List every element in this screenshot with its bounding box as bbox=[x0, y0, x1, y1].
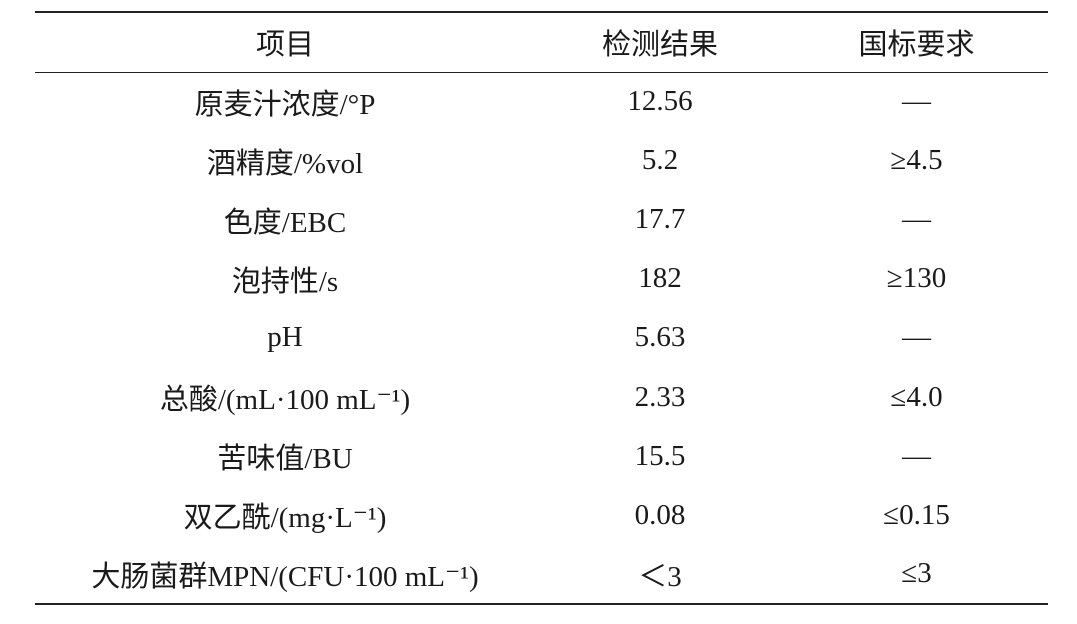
table-cell: — bbox=[902, 85, 931, 118]
table-cell: ＜3 bbox=[638, 560, 682, 593]
table-row: 酒精度/%vol 5.2 ≥4.5 bbox=[35, 131, 1048, 190]
table-cell: 大肠菌群MPN/(CFU·100 mL⁻¹) bbox=[91, 560, 479, 593]
table-cell: pH bbox=[267, 321, 303, 354]
table-cell: 0.08 bbox=[634, 498, 686, 531]
table-header: 项目 检测结果 国标要求 bbox=[35, 12, 1048, 72]
table-cell: 12.56 bbox=[627, 85, 693, 118]
table-cell: ≤3 bbox=[901, 557, 932, 590]
table-cell: 泡持性/s bbox=[231, 265, 339, 298]
table-row: 总酸/(mL·100 mL⁻¹) 2.33 ≤4.0 bbox=[35, 367, 1048, 426]
data-table: 项目 检测结果 国标要求 原麦汁浓度/°P 12.56 — 酒精度/%vol 5.2 ≥4.5… bbox=[35, 11, 1048, 605]
table-cell: 5.2 bbox=[641, 144, 679, 177]
table-row: 色度/EBC 17.7 — bbox=[35, 190, 1048, 249]
table-row: 大肠菌群MPN/(CFU·100 mL⁻¹) ＜3 ≤3 bbox=[35, 545, 1048, 604]
table-cell: 总酸/(mL·100 mL⁻¹) bbox=[159, 384, 411, 417]
table-cell: 2.33 bbox=[634, 380, 686, 413]
table-cell: ≤0.15 bbox=[883, 498, 950, 531]
header-row: 项目 检测结果 国标要求 bbox=[35, 12, 1048, 72]
header-cell: 项目 bbox=[255, 29, 314, 62]
table-cell: — bbox=[902, 203, 931, 236]
table-cell: 酒精度/%vol bbox=[206, 147, 364, 180]
table-body: 原麦汁浓度/°P 12.56 — 酒精度/%vol 5.2 ≥4.5 色度/EBC 17.7 —… bbox=[35, 72, 1048, 604]
table-cell: 原麦汁浓度/°P bbox=[194, 88, 376, 121]
table-cell: ≥4.5 bbox=[890, 144, 943, 177]
table-row: 双乙酰/(mg·L⁻¹) 0.08 ≤0.15 bbox=[35, 486, 1048, 545]
table-cell: — bbox=[902, 321, 931, 354]
table-cell: 17.7 bbox=[634, 203, 686, 236]
table-cell: ≥130 bbox=[886, 262, 947, 295]
table-cell: 15.5 bbox=[634, 439, 686, 472]
header-cell: 检测结果 bbox=[601, 29, 718, 62]
table-cell: 5.63 bbox=[634, 321, 686, 354]
header-cell: 国标要求 bbox=[858, 29, 975, 62]
table-row: pH 5.63 — bbox=[35, 308, 1048, 367]
table-cell: ≤4.0 bbox=[890, 380, 943, 413]
table-cell: 双乙酰/(mg·L⁻¹) bbox=[183, 502, 387, 535]
table-cell: — bbox=[902, 439, 931, 472]
table-row: 原麦汁浓度/°P 12.56 — bbox=[35, 72, 1048, 131]
table-row: 苦味值/BU 15.5 — bbox=[35, 427, 1048, 486]
table-row: 泡持性/s 182 ≥130 bbox=[35, 249, 1048, 308]
table-cell: 苦味值/BU bbox=[217, 443, 353, 476]
table-cell: 182 bbox=[638, 262, 682, 295]
table-cell: 色度/EBC bbox=[223, 206, 347, 239]
